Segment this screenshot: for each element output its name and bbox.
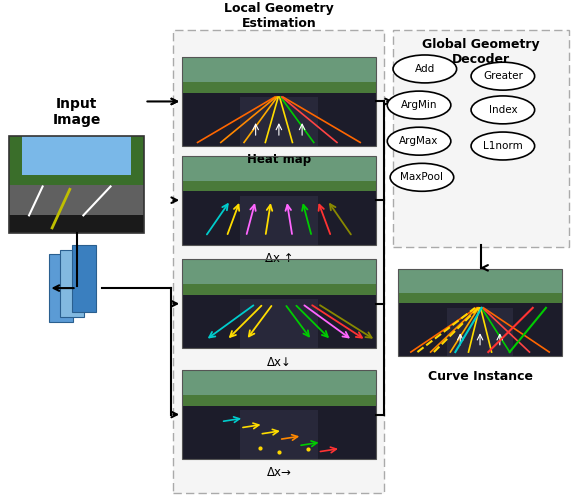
Ellipse shape	[471, 96, 535, 124]
FancyBboxPatch shape	[182, 192, 376, 244]
FancyBboxPatch shape	[173, 30, 384, 493]
FancyBboxPatch shape	[398, 269, 562, 293]
FancyBboxPatch shape	[393, 30, 569, 247]
FancyBboxPatch shape	[22, 136, 131, 175]
Text: Δx→: Δx→	[266, 466, 291, 479]
FancyBboxPatch shape	[182, 259, 376, 284]
Text: Add: Add	[414, 64, 435, 74]
Text: Δx↓: Δx↓	[266, 356, 291, 368]
Text: Index: Index	[488, 105, 517, 115]
Text: ArgMax: ArgMax	[399, 136, 439, 146]
FancyBboxPatch shape	[9, 136, 144, 194]
FancyBboxPatch shape	[9, 184, 144, 232]
FancyBboxPatch shape	[240, 196, 317, 244]
Text: Input
Image: Input Image	[53, 96, 101, 126]
FancyBboxPatch shape	[240, 97, 317, 146]
FancyBboxPatch shape	[240, 410, 317, 459]
FancyBboxPatch shape	[182, 259, 376, 300]
Text: MaxPool: MaxPool	[401, 172, 443, 182]
Ellipse shape	[393, 55, 457, 83]
FancyBboxPatch shape	[182, 57, 376, 97]
FancyBboxPatch shape	[182, 295, 376, 348]
FancyBboxPatch shape	[49, 254, 73, 322]
Ellipse shape	[471, 132, 535, 160]
Text: Heat map: Heat map	[247, 153, 311, 166]
FancyBboxPatch shape	[182, 370, 376, 395]
Text: Global Geometry
Decoder: Global Geometry Decoder	[423, 38, 540, 66]
Text: L1norm: L1norm	[483, 141, 523, 151]
Ellipse shape	[387, 127, 451, 155]
Ellipse shape	[471, 62, 535, 90]
Text: Curve Instance: Curve Instance	[428, 370, 532, 383]
FancyBboxPatch shape	[182, 156, 376, 196]
FancyBboxPatch shape	[398, 269, 562, 308]
FancyBboxPatch shape	[60, 250, 84, 317]
FancyBboxPatch shape	[182, 370, 376, 410]
FancyBboxPatch shape	[447, 308, 513, 356]
FancyBboxPatch shape	[72, 244, 96, 312]
Ellipse shape	[387, 91, 451, 119]
Text: Δx ↑: Δx ↑	[265, 252, 293, 265]
Ellipse shape	[390, 164, 454, 192]
FancyBboxPatch shape	[182, 57, 376, 82]
Text: ArgMin: ArgMin	[401, 100, 438, 110]
FancyBboxPatch shape	[9, 216, 144, 232]
Text: Greater: Greater	[483, 71, 523, 81]
FancyBboxPatch shape	[182, 92, 376, 146]
FancyBboxPatch shape	[182, 156, 376, 180]
Text: CNN: CNN	[69, 220, 99, 232]
FancyBboxPatch shape	[240, 300, 317, 348]
FancyBboxPatch shape	[182, 406, 376, 459]
Text: Local Geometry
Estimation: Local Geometry Estimation	[224, 2, 334, 30]
FancyBboxPatch shape	[398, 304, 562, 356]
